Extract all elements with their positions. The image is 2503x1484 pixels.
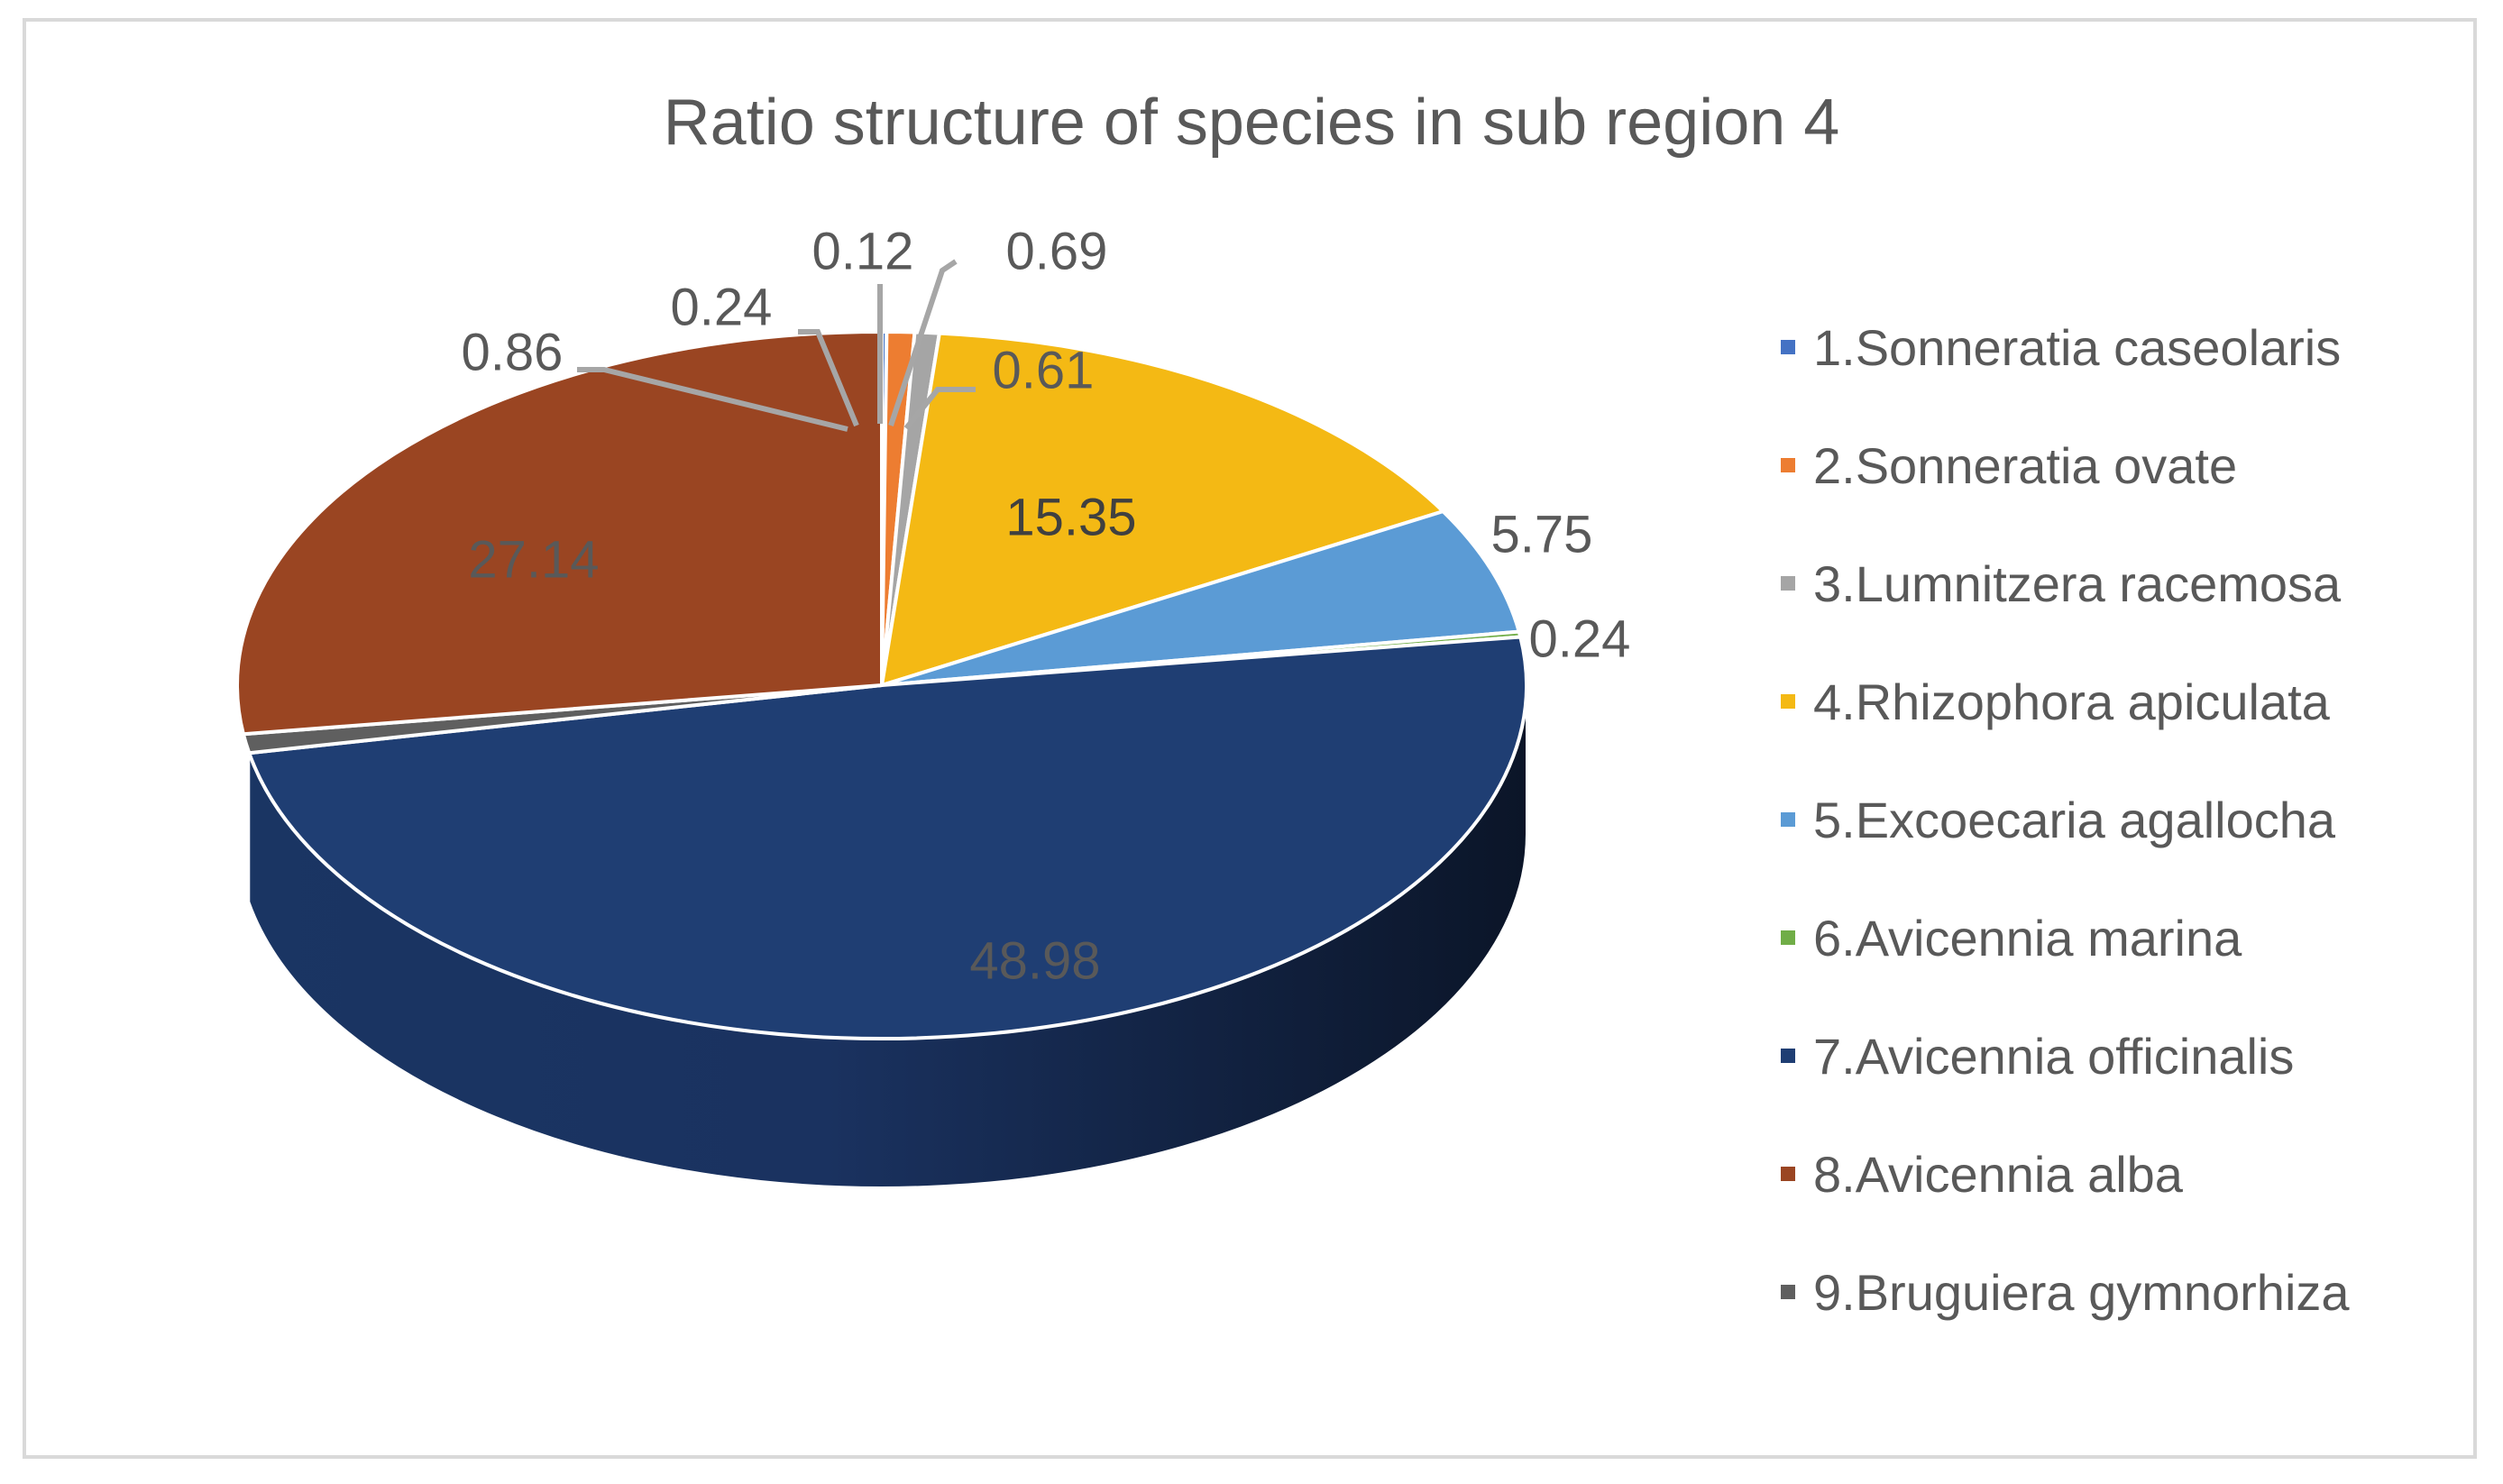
legend-item: 5.Excoecaria agallocha (1781, 783, 2335, 856)
legend-label: 8.Avicennia alba (1813, 1145, 2183, 1203)
legend-swatch (1781, 930, 1795, 945)
legend-item: 2.Sonneratia ovate (1781, 429, 2237, 501)
data-label: 5.75 (1491, 505, 1593, 563)
data-label: 0.69 (1006, 222, 1108, 280)
legend-label: 3.Lumnitzera racemosa (1813, 554, 2342, 612)
data-label: 0.61 (993, 341, 1095, 399)
legend-swatch (1781, 458, 1795, 472)
legend-label: 9.Bruguiera gymnorhiza (1813, 1263, 2350, 1321)
chart-title: Ratio structure of species in sub region… (663, 87, 1840, 159)
legend-item: 8.Avicennia alba (1781, 1138, 2183, 1210)
legend-label: 5.Excoecaria agallocha (1813, 791, 2336, 848)
data-labels: 15.35 48.98 27.14 5.75 0.24 0.12 0.69 0.61 0.24 0… (462, 222, 1631, 990)
data-label: 0.24 (671, 278, 773, 336)
pie-slice (247, 635, 1528, 1040)
data-label: 0.24 (1529, 609, 1631, 668)
leader-line (903, 387, 976, 430)
data-label: 15.35 (1005, 488, 1136, 546)
pie-slice (235, 330, 884, 737)
legend-item: 7.Avicennia officinalis (1781, 1020, 2294, 1092)
legend-label: 4.Rhizophora apiculata (1813, 673, 2330, 730)
pie-top (235, 329, 1528, 1040)
legend-label: 7.Avicennia officinalis (1813, 1027, 2295, 1085)
legend-swatch (1781, 812, 1795, 827)
pie-slice (880, 331, 1445, 687)
leader-line (798, 329, 859, 427)
data-label: 0.12 (812, 222, 914, 280)
legend-swatch (1781, 694, 1795, 709)
legend-label: 1.Sonneratia caseolaris (1813, 318, 2342, 376)
leader-lines (577, 259, 976, 432)
data-label: 48.98 (969, 931, 1100, 990)
data-label: 27.14 (468, 530, 599, 589)
legend-item: 6.Avicennia marina (1781, 902, 2242, 974)
leader-line (888, 259, 958, 426)
legend-item: 9.Bruguiera gymnorhiza (1781, 1256, 2350, 1328)
legend-item: 1.Sonneratia caseolaris (1781, 311, 2341, 383)
legend-item: 4.Rhizophora apiculata (1781, 665, 2330, 737)
legend-item: 3.Lumnitzera racemosa (1781, 547, 2341, 619)
data-label: 0.86 (462, 323, 564, 381)
legend-swatch (1781, 1167, 1795, 1181)
legend-swatch (1781, 1285, 1795, 1299)
legend-label: 6.Avicennia marina (1813, 909, 2242, 966)
legend-swatch (1781, 340, 1795, 354)
pie-slice (880, 509, 1521, 687)
legend-swatch (1781, 1049, 1795, 1063)
legend-label: 2.Sonneratia ovate (1813, 436, 2238, 494)
legend-swatch (1781, 576, 1795, 591)
leader-line (577, 367, 848, 432)
